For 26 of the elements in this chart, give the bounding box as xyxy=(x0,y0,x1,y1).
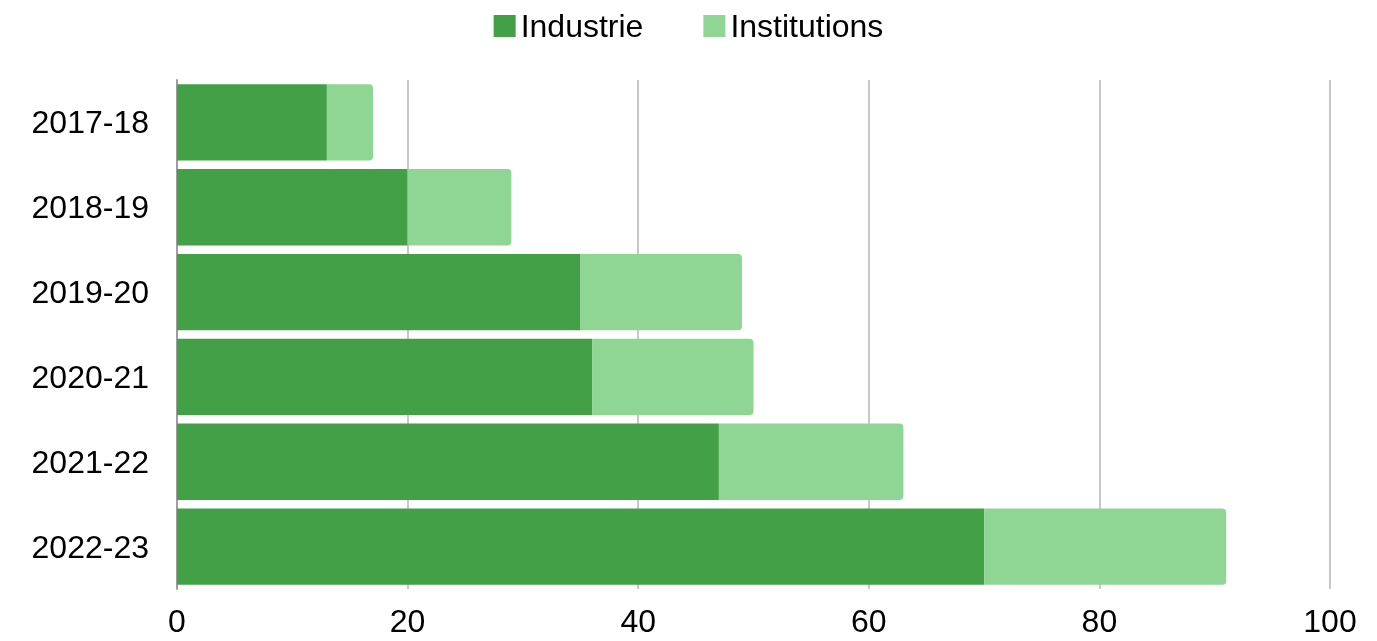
bar xyxy=(326,84,374,161)
bar xyxy=(177,253,581,331)
x-tick-label: 60 xyxy=(851,603,887,639)
x-tick-label: 40 xyxy=(620,603,656,639)
x-tick-label: 100 xyxy=(1303,603,1357,639)
y-tick-label: 2018-19 xyxy=(31,189,149,226)
bar xyxy=(177,84,327,161)
bar xyxy=(984,508,1227,585)
y-tick-label: 2020-21 xyxy=(31,358,149,395)
legend-label: Industrie xyxy=(520,8,644,44)
bar xyxy=(177,423,719,500)
bar xyxy=(177,508,985,585)
x-tick-label: 80 xyxy=(1081,603,1118,639)
x-tick-label: 20 xyxy=(389,603,426,639)
y-tick-label: 2022-23 xyxy=(31,528,149,565)
legend-label: Institutions xyxy=(730,8,884,44)
bar xyxy=(580,253,742,331)
bar xyxy=(718,423,904,500)
bar xyxy=(177,169,408,246)
y-tick-label: 2017-18 xyxy=(31,104,149,141)
bar xyxy=(177,338,593,416)
bar xyxy=(407,169,512,246)
x-tick-label: 0 xyxy=(168,603,186,639)
bar xyxy=(592,338,754,416)
y-tick-label: 2019-20 xyxy=(31,274,149,311)
y-tick-label: 2021-22 xyxy=(31,443,149,480)
